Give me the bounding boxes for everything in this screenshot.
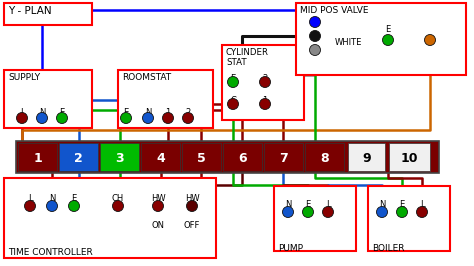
Circle shape <box>228 77 238 88</box>
Text: ON: ON <box>152 221 164 230</box>
Text: E: E <box>72 194 77 203</box>
Bar <box>141 143 180 171</box>
Text: 3: 3 <box>115 152 124 164</box>
Circle shape <box>259 98 271 110</box>
Bar <box>222 45 304 120</box>
Text: 1: 1 <box>33 152 42 164</box>
Circle shape <box>310 16 320 27</box>
Circle shape <box>143 113 154 123</box>
Bar <box>348 143 385 171</box>
Text: 2: 2 <box>263 74 268 83</box>
Text: 6: 6 <box>238 152 247 164</box>
Text: Y - PLAN: Y - PLAN <box>8 6 52 16</box>
Text: E: E <box>305 200 310 209</box>
Text: 1: 1 <box>165 108 171 117</box>
Text: N: N <box>145 108 151 117</box>
Circle shape <box>17 113 27 123</box>
Bar <box>18 143 57 171</box>
Text: OFF: OFF <box>184 221 200 230</box>
Text: N: N <box>49 194 55 203</box>
Text: 4: 4 <box>156 152 165 164</box>
Text: E: E <box>59 108 64 117</box>
Circle shape <box>120 113 131 123</box>
Bar <box>389 143 430 171</box>
Text: ROOMSTAT: ROOMSTAT <box>122 73 171 82</box>
Circle shape <box>112 201 124 211</box>
Text: L: L <box>20 108 24 117</box>
Circle shape <box>425 35 436 45</box>
Circle shape <box>259 77 271 88</box>
Text: TIME CONTROLLER: TIME CONTROLLER <box>8 248 93 257</box>
Text: 7: 7 <box>279 152 288 164</box>
Circle shape <box>163 113 173 123</box>
Circle shape <box>396 206 408 218</box>
Bar <box>4 3 92 25</box>
Text: E: E <box>230 74 236 83</box>
Text: BOILER: BOILER <box>372 244 404 253</box>
Circle shape <box>46 201 57 211</box>
Bar <box>4 70 92 128</box>
Text: MID POS VALVE: MID POS VALVE <box>300 6 368 15</box>
Text: HW: HW <box>185 194 199 203</box>
Text: WHITE: WHITE <box>334 38 362 47</box>
Text: 2: 2 <box>74 152 83 164</box>
Text: E: E <box>400 200 405 209</box>
Circle shape <box>310 31 320 41</box>
Text: N: N <box>379 200 385 209</box>
Text: N: N <box>39 108 45 117</box>
Text: E: E <box>123 108 128 117</box>
Bar <box>4 178 216 258</box>
Bar <box>59 143 98 171</box>
Circle shape <box>322 206 334 218</box>
Text: PUMP: PUMP <box>278 244 303 253</box>
Circle shape <box>182 113 193 123</box>
Circle shape <box>36 113 47 123</box>
Text: 10: 10 <box>401 152 418 164</box>
Text: 1: 1 <box>263 96 268 105</box>
Circle shape <box>186 201 198 211</box>
Bar <box>223 143 262 171</box>
Text: 5: 5 <box>197 152 206 164</box>
Text: CH: CH <box>112 194 124 203</box>
Bar <box>368 186 450 251</box>
Text: CYLINDER
STAT: CYLINDER STAT <box>226 48 269 67</box>
Bar <box>305 143 344 171</box>
Bar <box>100 143 139 171</box>
Bar <box>264 143 303 171</box>
Circle shape <box>383 35 393 45</box>
Circle shape <box>25 201 36 211</box>
Bar <box>182 143 221 171</box>
Text: HW: HW <box>151 194 165 203</box>
Circle shape <box>283 206 293 218</box>
Bar <box>274 186 356 251</box>
Circle shape <box>56 113 67 123</box>
Text: 9: 9 <box>362 152 371 164</box>
Text: 8: 8 <box>320 152 329 164</box>
Circle shape <box>417 206 428 218</box>
Bar <box>16 141 439 173</box>
Text: L: L <box>326 200 330 209</box>
Text: E: E <box>385 25 391 34</box>
Text: L: L <box>27 194 32 203</box>
Text: 2: 2 <box>185 108 191 117</box>
Circle shape <box>376 206 388 218</box>
Circle shape <box>302 206 313 218</box>
Circle shape <box>228 98 238 110</box>
Bar <box>118 70 213 128</box>
Text: SUPPLY: SUPPLY <box>8 73 40 82</box>
Text: L: L <box>419 200 424 209</box>
Circle shape <box>153 201 164 211</box>
Bar <box>296 3 466 75</box>
Text: C: C <box>230 96 236 105</box>
Text: N: N <box>285 200 291 209</box>
Circle shape <box>69 201 80 211</box>
Circle shape <box>310 44 320 56</box>
